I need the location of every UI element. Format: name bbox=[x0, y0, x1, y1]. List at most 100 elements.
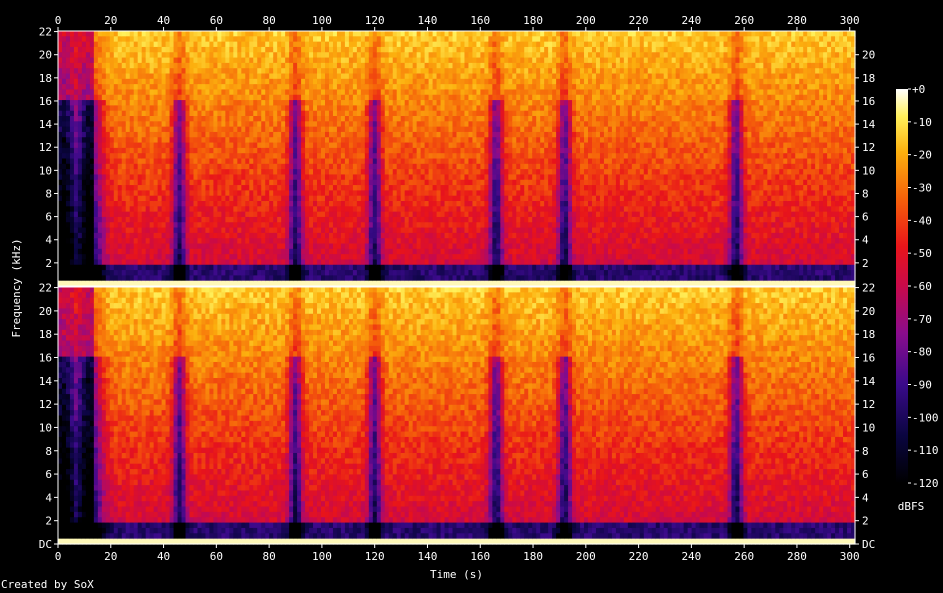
spectrogram-cell bbox=[81, 227, 87, 234]
spectrogram-cell bbox=[201, 78, 207, 85]
spectrogram-cell bbox=[153, 100, 159, 106]
spectrogram-cell bbox=[364, 153, 370, 160]
spectrogram-cell bbox=[309, 158, 314, 165]
spectrogram-cell bbox=[273, 206, 278, 213]
spectrogram-cell bbox=[460, 216, 466, 223]
spectrogram-cell bbox=[105, 264, 111, 271]
spectrogram-cell bbox=[65, 195, 71, 202]
spectrogram-cell bbox=[408, 62, 414, 69]
spectrogram-cell bbox=[380, 275, 386, 282]
spectrogram-cell bbox=[468, 190, 474, 197]
spectrogram-cell bbox=[181, 68, 187, 75]
spectrogram-cell bbox=[101, 57, 107, 64]
spectrogram-cell bbox=[305, 153, 310, 160]
spectrogram-cell bbox=[265, 201, 270, 207]
spectrogram-cell bbox=[424, 227, 430, 234]
spectrogram-cell bbox=[169, 100, 175, 106]
spectrogram-cell bbox=[428, 158, 434, 165]
spectrogram-cell bbox=[109, 264, 115, 271]
spectrogram-cell bbox=[193, 179, 199, 186]
spectrogram-cell bbox=[420, 36, 426, 43]
spectrogram-cell bbox=[77, 259, 83, 266]
spectrogram-cell bbox=[89, 57, 95, 64]
spectrogram-cell bbox=[281, 206, 286, 213]
spectrogram-cell bbox=[121, 46, 127, 53]
spectrogram-cell bbox=[460, 259, 466, 266]
spectrogram-cell bbox=[404, 238, 410, 245]
spectrogram-cell bbox=[281, 185, 286, 191]
spectrogram-cell bbox=[328, 201, 334, 207]
spectrogram-cell bbox=[348, 89, 354, 96]
spectrogram-cell bbox=[372, 68, 378, 75]
spectrogram-cell bbox=[432, 248, 438, 255]
spectrogram-cell bbox=[137, 227, 143, 234]
spectrogram-cell bbox=[368, 105, 374, 112]
spectrogram-cell bbox=[133, 211, 139, 218]
spectrogram-cell bbox=[360, 201, 366, 207]
spectrogram-cell bbox=[229, 121, 234, 128]
spectrogram-cell bbox=[249, 211, 254, 218]
spectrogram-cell bbox=[101, 206, 107, 213]
spectrogram-cell bbox=[380, 36, 386, 43]
spectrogram-cell bbox=[169, 163, 175, 170]
spectrogram-cell bbox=[444, 232, 450, 239]
spectrogram-cell bbox=[253, 195, 258, 202]
spectrogram-cell bbox=[452, 78, 458, 85]
spectrogram-cell bbox=[189, 270, 195, 276]
spectrogram-cell bbox=[328, 94, 334, 101]
spectrogram-cell bbox=[428, 222, 434, 229]
spectrogram-cell bbox=[233, 126, 238, 133]
spectrogram-cell bbox=[257, 142, 262, 149]
spectrogram-cell bbox=[285, 137, 290, 144]
spectrogram-cell bbox=[424, 174, 430, 181]
spectrogram-cell bbox=[416, 62, 422, 69]
spectrogram-cell bbox=[73, 227, 79, 234]
spectrogram-cell bbox=[416, 78, 422, 85]
spectrogram-cell bbox=[325, 206, 330, 213]
spectrogram-cell bbox=[77, 195, 83, 202]
spectrogram-cell bbox=[336, 131, 342, 138]
spectrogram-cell bbox=[93, 105, 99, 112]
spectrogram-cell bbox=[440, 36, 446, 43]
spectrogram-cell bbox=[440, 41, 446, 48]
spectrogram-cell bbox=[221, 179, 226, 186]
spectrogram-cell bbox=[217, 248, 222, 255]
spectrogram-cell bbox=[85, 227, 91, 234]
spectrogram-cell bbox=[412, 100, 418, 106]
spectrogram-cell bbox=[145, 179, 151, 186]
spectrogram-cell bbox=[313, 201, 318, 207]
spectrogram-cell bbox=[424, 110, 430, 117]
spectrogram-cell bbox=[388, 137, 394, 144]
spectrogram-cell bbox=[289, 259, 294, 266]
spectrogram-cell bbox=[392, 126, 398, 133]
spectrogram-cell bbox=[133, 179, 139, 186]
spectrogram-cell bbox=[277, 163, 282, 170]
spectrogram-cell bbox=[277, 179, 282, 186]
spectrogram-cell bbox=[404, 270, 410, 276]
spectrogram-cell bbox=[173, 147, 179, 154]
spectrogram-cell bbox=[309, 195, 314, 202]
spectrogram-cell bbox=[464, 116, 470, 122]
spectrogram-cell bbox=[305, 227, 310, 234]
spectrogram-cell bbox=[141, 275, 147, 282]
spectrogram-cell bbox=[113, 94, 119, 101]
spectrogram-cell bbox=[105, 169, 111, 176]
spectrogram-cell bbox=[113, 232, 119, 239]
spectrogram-cell bbox=[149, 46, 155, 53]
spectrogram-cell bbox=[305, 142, 310, 149]
spectrogram-cell bbox=[340, 190, 346, 197]
spectrogram-cell bbox=[456, 89, 462, 96]
spectrogram-cell bbox=[249, 280, 254, 287]
spectrogram-cell bbox=[364, 36, 370, 43]
spectrogram-cell bbox=[153, 147, 159, 154]
spectrogram-cell bbox=[313, 264, 318, 271]
spectrogram-cell bbox=[81, 259, 87, 266]
spectrogram-cell bbox=[121, 227, 127, 234]
spectrogram-cell bbox=[165, 105, 171, 112]
spectrogram-cell bbox=[65, 126, 71, 133]
spectrogram-cell bbox=[321, 211, 326, 218]
spectrogram-cell bbox=[344, 163, 350, 170]
spectrogram-cell bbox=[65, 68, 71, 75]
spectrogram-cell bbox=[205, 94, 211, 101]
spectrogram-cell bbox=[436, 126, 442, 133]
